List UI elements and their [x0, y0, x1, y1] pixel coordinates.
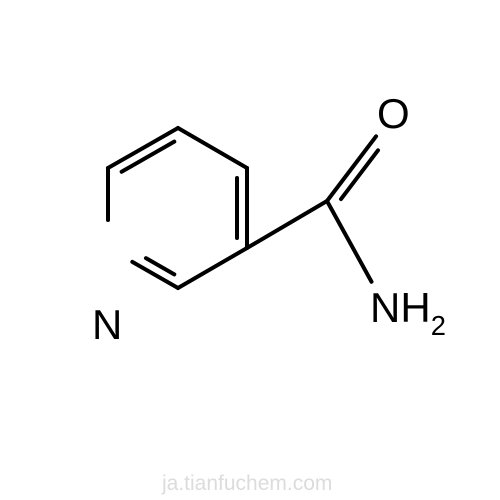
- watermark-text: ja.tianfuchem.com: [162, 472, 332, 496]
- atom-label-amine: NH2: [370, 287, 446, 336]
- bonds-layer: [0, 0, 500, 500]
- molecule-canvas: N O NH2 ja.tianfuchem.com: [0, 0, 500, 500]
- atom-label-nitrogen-ring: N: [92, 304, 122, 346]
- atom-O-text: O: [377, 90, 410, 137]
- atom-label-oxygen: O: [377, 93, 410, 135]
- atom-NH2-sub: 2: [431, 310, 446, 341]
- atom-N-text: N: [92, 301, 122, 348]
- atom-NH-text: NH: [370, 284, 431, 331]
- watermark-label: ja.tianfuchem.com: [162, 472, 332, 495]
